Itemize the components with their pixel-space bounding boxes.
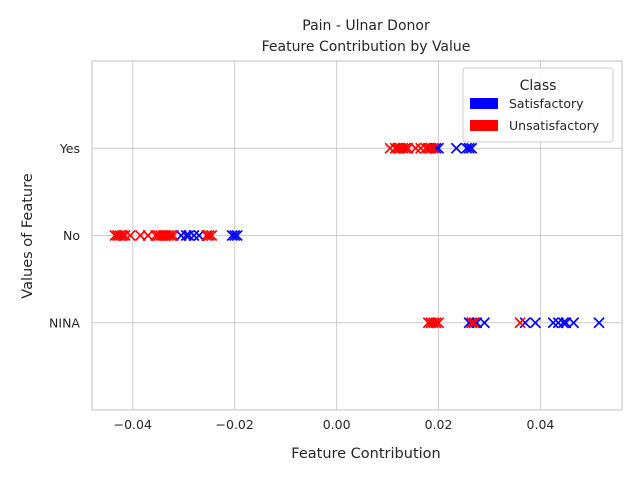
data-point-x-marker (466, 317, 478, 329)
x-tick-label: −0.04 (114, 417, 152, 432)
data-point-x-marker (425, 142, 437, 154)
data-point-x-marker (466, 142, 478, 154)
legend-label-satisfactory: Satisfactory (509, 96, 584, 111)
legend-label-unsatisfactory: Unsatisfactory (509, 118, 600, 133)
data-point-x-marker (206, 229, 218, 242)
legend: Class Satisfactory Unsatisfactory (462, 67, 614, 143)
data-point-x-marker (432, 317, 445, 329)
x-tick-label: −0.02 (216, 417, 254, 432)
data-point-x-marker (568, 317, 580, 329)
data-point-x-marker (463, 142, 475, 154)
legend-swatch-unsatisfactory (470, 120, 498, 131)
data-point-x-marker (229, 229, 241, 242)
series-unsatisfactory (109, 142, 526, 329)
data-point-x-marker (399, 142, 411, 154)
y-tick-label: NINA (49, 315, 80, 330)
data-point-x-marker (427, 142, 440, 154)
y-tick-labels: NINA No Yes (49, 141, 80, 331)
data-points (109, 142, 605, 329)
data-point-x-marker (422, 142, 434, 154)
data-point-x-marker (461, 142, 473, 154)
data-point-x-marker (183, 229, 195, 242)
chart-subtitle: Feature Contribution by Value (262, 39, 471, 55)
data-point-x-marker (468, 317, 480, 329)
x-tick-label: 0.02 (425, 417, 453, 432)
data-point-x-marker (119, 229, 131, 242)
data-point-x-marker (397, 142, 409, 154)
data-point-x-marker (231, 229, 243, 242)
y-tick-label: No (63, 228, 80, 243)
data-point-x-marker (430, 317, 442, 329)
data-point-x-marker (167, 229, 180, 242)
plot-border (91, 60, 623, 411)
data-point-x-marker (226, 229, 238, 242)
x-tick-labels: −0.04 −0.02 0.00 0.02 0.04 (114, 417, 555, 432)
x-axis-label: Feature Contribution (291, 446, 440, 462)
data-point-x-marker (478, 317, 490, 329)
chart-title: Pain - Ulnar Donor (302, 18, 430, 34)
plot-frame (91, 60, 623, 411)
legend-swatch-satisfactory (470, 98, 498, 109)
data-point-x-marker (201, 229, 213, 242)
data-point-x-marker (547, 317, 559, 329)
data-point-x-marker (165, 229, 177, 242)
data-point-x-marker (114, 229, 126, 242)
data-point-x-marker (450, 142, 462, 154)
x-tick-label: 0.00 (323, 417, 351, 432)
y-axis-label: Values of Feature (20, 173, 36, 298)
legend-title: Class (520, 78, 557, 94)
data-point-x-marker (427, 317, 440, 329)
data-point-x-marker (124, 229, 136, 242)
y-tick-label: Yes (59, 141, 80, 156)
legend-box (462, 67, 614, 143)
data-point-x-marker (203, 229, 215, 242)
data-point-x-marker (557, 317, 569, 329)
data-point-x-marker (529, 317, 541, 329)
data-point-x-marker (188, 229, 200, 242)
data-point-x-marker (593, 317, 605, 329)
data-point-x-marker (162, 229, 175, 242)
data-point-x-marker (514, 317, 526, 329)
data-point-x-marker (519, 317, 531, 329)
data-point-x-marker (410, 142, 422, 154)
x-tick-label: 0.04 (527, 417, 555, 432)
